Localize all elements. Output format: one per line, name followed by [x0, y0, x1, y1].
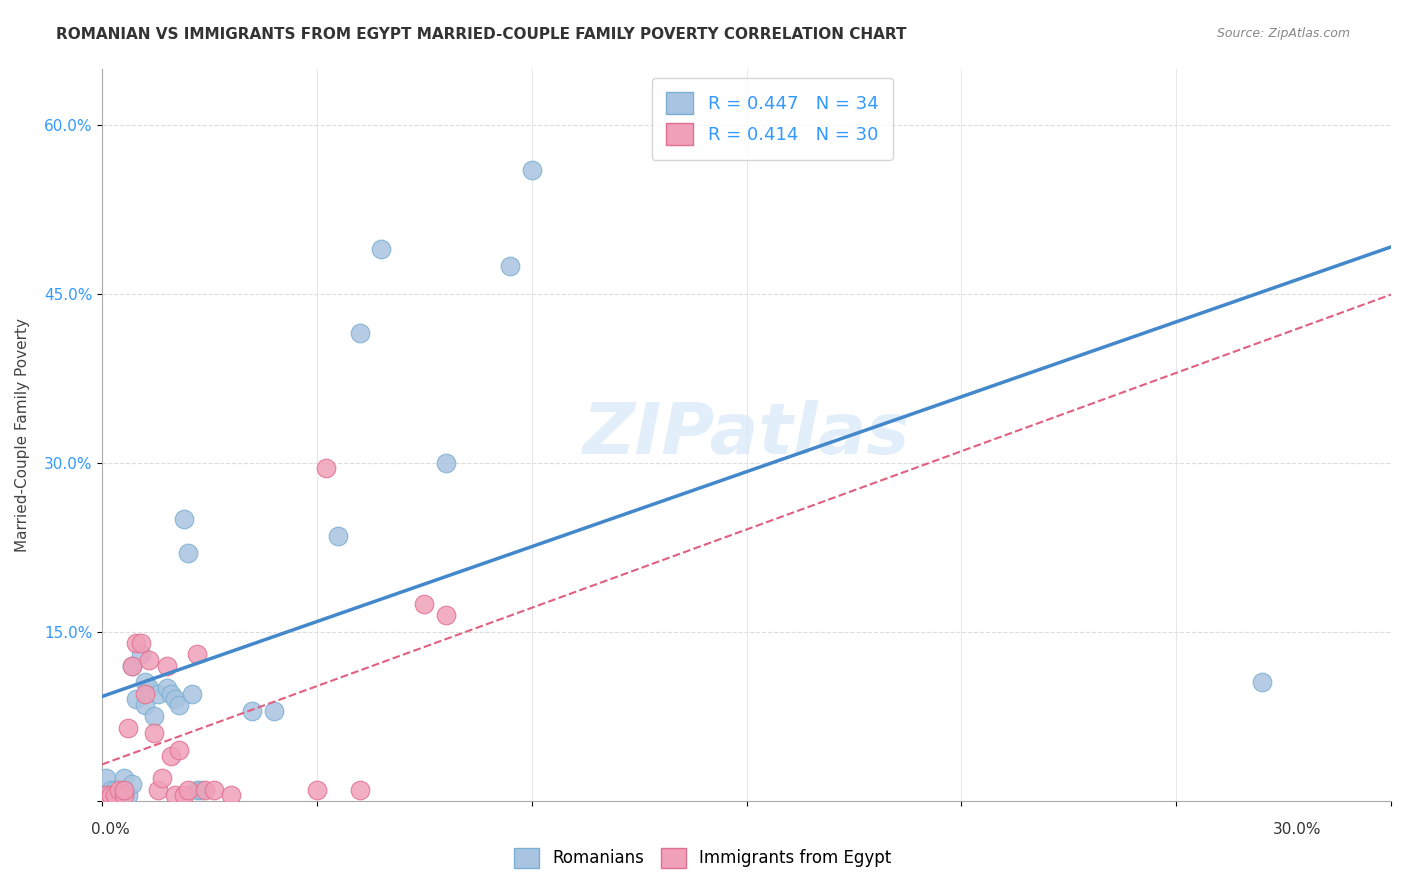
Point	[413, 597, 436, 611]
Point	[100, 782, 122, 797]
Point	[173, 788, 195, 802]
Point	[370, 242, 392, 256]
Point	[169, 743, 191, 757]
Point	[169, 698, 191, 712]
Text: 0.0%: 0.0%	[91, 822, 131, 837]
Point	[125, 636, 148, 650]
Point	[112, 782, 135, 797]
Point	[242, 704, 264, 718]
Point	[100, 788, 122, 802]
Point	[520, 162, 543, 177]
Text: Source: ZipAtlas.com: Source: ZipAtlas.com	[1216, 27, 1350, 40]
Point	[142, 726, 165, 740]
Point	[146, 687, 169, 701]
Point	[305, 782, 328, 797]
Legend: Romanians, Immigrants from Egypt: Romanians, Immigrants from Egypt	[508, 841, 898, 875]
Point	[202, 782, 225, 797]
Point	[96, 788, 118, 802]
Point	[315, 461, 337, 475]
Point	[117, 721, 139, 735]
Point	[125, 692, 148, 706]
Point	[499, 259, 522, 273]
Point	[104, 782, 127, 797]
Point	[165, 692, 187, 706]
Legend: R = 0.447   N = 34, R = 0.414   N = 30: R = 0.447 N = 34, R = 0.414 N = 30	[652, 78, 893, 160]
Point	[134, 687, 156, 701]
Point	[108, 788, 131, 802]
Point	[194, 782, 217, 797]
Point	[186, 648, 208, 662]
Point	[263, 704, 285, 718]
Point	[138, 681, 160, 695]
Point	[1251, 675, 1274, 690]
Point	[146, 782, 169, 797]
Point	[108, 782, 131, 797]
Point	[349, 782, 371, 797]
Y-axis label: Married-Couple Family Poverty: Married-Couple Family Poverty	[15, 318, 30, 551]
Point	[434, 607, 457, 622]
Point	[155, 681, 177, 695]
Point	[177, 782, 200, 797]
Point	[173, 512, 195, 526]
Text: 30.0%: 30.0%	[1274, 822, 1322, 837]
Text: ROMANIAN VS IMMIGRANTS FROM EGYPT MARRIED-COUPLE FAMILY POVERTY CORRELATION CHAR: ROMANIAN VS IMMIGRANTS FROM EGYPT MARRIE…	[56, 27, 907, 42]
Point	[155, 658, 177, 673]
Point	[150, 771, 173, 785]
Text: ZIPatlas: ZIPatlas	[583, 401, 910, 469]
Point	[160, 687, 183, 701]
Point	[104, 788, 127, 802]
Point	[117, 788, 139, 802]
Point	[121, 777, 143, 791]
Point	[186, 782, 208, 797]
Point	[190, 782, 212, 797]
Point	[328, 529, 350, 543]
Point	[181, 687, 204, 701]
Point	[349, 326, 371, 341]
Point	[134, 698, 156, 712]
Point	[121, 658, 143, 673]
Point	[165, 788, 187, 802]
Point	[96, 771, 118, 785]
Point	[134, 675, 156, 690]
Point	[138, 653, 160, 667]
Point	[142, 709, 165, 723]
Point	[112, 771, 135, 785]
Point	[129, 636, 152, 650]
Point	[160, 748, 183, 763]
Point	[121, 658, 143, 673]
Point	[177, 546, 200, 560]
Point	[219, 788, 242, 802]
Point	[129, 648, 152, 662]
Point	[112, 782, 135, 797]
Point	[112, 788, 135, 802]
Point	[434, 456, 457, 470]
